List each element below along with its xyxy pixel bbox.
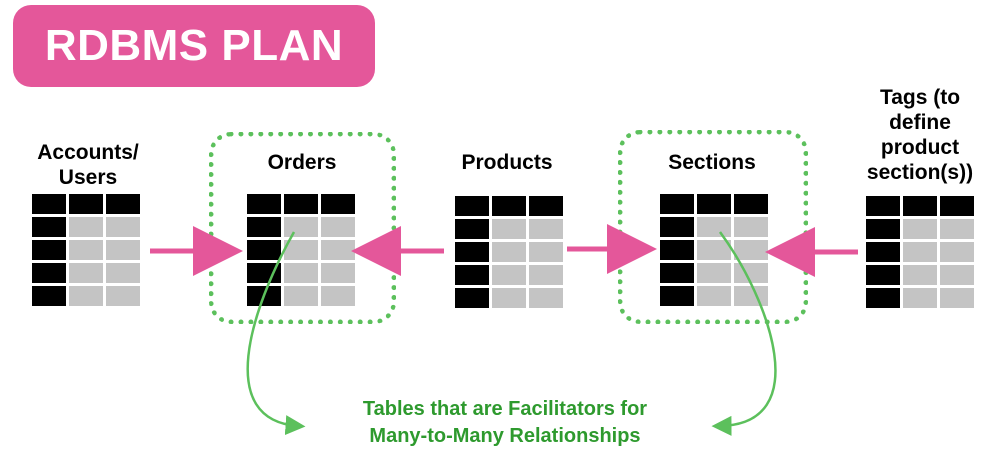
table-icon-cell bbox=[492, 242, 526, 262]
table-icon-cell bbox=[247, 263, 281, 283]
table-icon-cell bbox=[940, 288, 974, 308]
table-icon-cell bbox=[106, 286, 140, 306]
table-icon-cell bbox=[455, 196, 489, 216]
table-icon-cell bbox=[284, 240, 318, 260]
table-icon-cell bbox=[106, 217, 140, 237]
table-icon-cell bbox=[903, 196, 937, 216]
table-icon-cell bbox=[69, 217, 103, 237]
table-icon-cell bbox=[455, 288, 489, 308]
table-icon-cell bbox=[660, 240, 694, 260]
table-icon-cell bbox=[32, 194, 66, 214]
table-icon-cell bbox=[106, 263, 140, 283]
table-icon-cell bbox=[660, 263, 694, 283]
sections-label: Sections bbox=[668, 151, 756, 174]
table-icon-cell bbox=[284, 286, 318, 306]
products-table-icon bbox=[455, 196, 563, 308]
table-icon-cell bbox=[529, 288, 563, 308]
table-icon-cell bbox=[866, 219, 900, 239]
table-icon-cell bbox=[69, 240, 103, 260]
table-icon-cell bbox=[697, 217, 731, 237]
table-icon-cell bbox=[734, 217, 768, 237]
table-icon-cell bbox=[106, 194, 140, 214]
table-icon-cell bbox=[492, 219, 526, 239]
table-icon-cell bbox=[69, 194, 103, 214]
table-icon-cell bbox=[529, 196, 563, 216]
tags-table-icon bbox=[866, 196, 974, 308]
facilitator-note: Tables that are Facilitators for Many-to… bbox=[362, 398, 648, 447]
table-icon-cell bbox=[940, 242, 974, 262]
orders-label: Orders bbox=[267, 151, 337, 174]
tags-label: Tags (to define product section(s)) bbox=[866, 86, 974, 184]
table-icon-cell bbox=[32, 240, 66, 260]
table-icon-cell bbox=[903, 265, 937, 285]
table-icon-cell bbox=[106, 240, 140, 260]
orders-table-icon bbox=[247, 194, 355, 306]
table-icon-cell bbox=[866, 196, 900, 216]
table-icon-cell bbox=[284, 194, 318, 214]
accounts-table-icon bbox=[32, 194, 140, 306]
accounts-label: Accounts/ Users bbox=[37, 141, 139, 189]
table-icon-cell bbox=[492, 196, 526, 216]
table-icon-cell bbox=[940, 196, 974, 216]
table-icon-cell bbox=[529, 219, 563, 239]
table-icon-cell bbox=[660, 217, 694, 237]
table-icon-cell bbox=[284, 217, 318, 237]
table-icon-cell bbox=[529, 242, 563, 262]
table-icon-cell bbox=[32, 217, 66, 237]
table-icon-cell bbox=[321, 286, 355, 306]
table-icon-cell bbox=[32, 286, 66, 306]
page-title: RDBMS PLAN bbox=[44, 21, 344, 70]
table-icon-cell bbox=[455, 265, 489, 285]
table-icon-cell bbox=[284, 263, 318, 283]
products-label: Products bbox=[461, 151, 553, 174]
table-icon-cell bbox=[697, 240, 731, 260]
table-icon-cell bbox=[660, 194, 694, 214]
table-icon-cell bbox=[32, 263, 66, 283]
table-icon-cell bbox=[455, 242, 489, 262]
table-icon-cell bbox=[734, 240, 768, 260]
table-icon-cell bbox=[903, 242, 937, 262]
table-icon-cell bbox=[492, 265, 526, 285]
table-icon-cell bbox=[697, 263, 731, 283]
table-icon-cell bbox=[529, 265, 563, 285]
table-icon-cell bbox=[69, 263, 103, 283]
table-icon-cell bbox=[247, 217, 281, 237]
table-icon-cell bbox=[455, 219, 489, 239]
table-icon-cell bbox=[492, 288, 526, 308]
table-icon-cell bbox=[321, 240, 355, 260]
table-icon-cell bbox=[866, 288, 900, 308]
table-icon-cell bbox=[321, 217, 355, 237]
table-icon-cell bbox=[321, 263, 355, 283]
table-icon-cell bbox=[660, 286, 694, 306]
table-icon-cell bbox=[940, 265, 974, 285]
title-badge: RDBMS PLAN bbox=[13, 5, 375, 87]
table-icon-cell bbox=[247, 194, 281, 214]
curve-orders-to-note bbox=[246, 231, 306, 436]
table-icon-cell bbox=[734, 194, 768, 214]
table-icon-cell bbox=[321, 194, 355, 214]
table-icon-cell bbox=[697, 194, 731, 214]
table-icon-cell bbox=[903, 219, 937, 239]
table-icon-cell bbox=[247, 240, 281, 260]
table-icon-cell bbox=[866, 242, 900, 262]
curve-sections-to-note bbox=[711, 231, 777, 436]
table-icon-cell bbox=[866, 265, 900, 285]
table-icon-cell bbox=[69, 286, 103, 306]
table-icon-cell bbox=[940, 219, 974, 239]
table-icon-cell bbox=[697, 286, 731, 306]
table-icon-cell bbox=[903, 288, 937, 308]
